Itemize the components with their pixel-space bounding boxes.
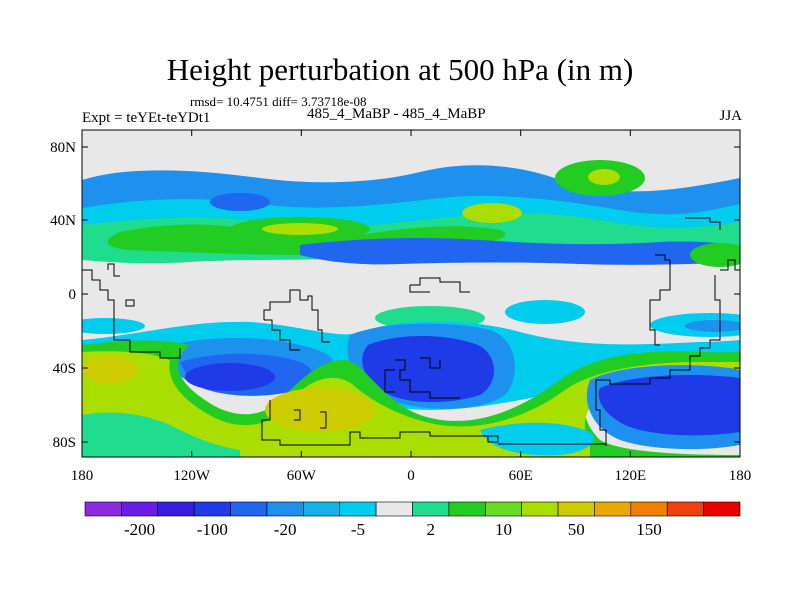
max-yellowgreen-nh-1 bbox=[588, 169, 620, 185]
contour-south-cyan-strip bbox=[480, 422, 594, 456]
coastline-outlines bbox=[82, 217, 740, 446]
lat-tick-label: 40S bbox=[53, 361, 76, 377]
colorbar-label: 50 bbox=[568, 520, 585, 539]
contour-east-darkblue bbox=[598, 375, 740, 436]
colorbar-swatch bbox=[266, 501, 304, 517]
colorbar-label: -20 bbox=[274, 520, 297, 539]
max-yellowgreen-nh-3 bbox=[262, 223, 338, 235]
lon-tick-label: 0 bbox=[407, 468, 415, 484]
contour-band-north-5 bbox=[300, 237, 740, 265]
colorbar: -200 -100 -20 -5 2 10 50 150 bbox=[84, 501, 741, 539]
rmsd-diff-label: rmsd= 10.4751 diff= 3.73718e-08 bbox=[190, 94, 367, 109]
latitude-axis: 80N 40N 0 40S 80S bbox=[50, 140, 740, 451]
case-comparison-label: 485_4_MaBP - 485_4_MaBP bbox=[307, 106, 486, 122]
lon-tick-label: 180 bbox=[71, 468, 94, 484]
eq-band-blue-east bbox=[685, 320, 740, 332]
plot-title: Height perturbation at 500 hPa (in m) bbox=[166, 52, 634, 87]
lon-tick-label: 60W bbox=[287, 468, 317, 484]
colorbar-swatch bbox=[666, 501, 704, 517]
eq-band-blue bbox=[505, 300, 585, 324]
longitude-axis: 180 120W 60W 0 60E 120E 180 bbox=[71, 130, 752, 484]
season-label: JJA bbox=[719, 108, 742, 124]
colorbar-swatch bbox=[193, 501, 231, 517]
max-olive-sh-1 bbox=[82, 356, 138, 384]
colorbar-label: 2 bbox=[426, 520, 435, 539]
colorbar-label: 150 bbox=[636, 520, 662, 539]
colorbar-swatch bbox=[303, 501, 341, 517]
colorbar-swatch bbox=[484, 501, 522, 517]
lat-tick-label: 0 bbox=[69, 287, 77, 303]
lat-tick-label: 80S bbox=[53, 435, 76, 451]
lat-tick-label: 40N bbox=[50, 213, 76, 229]
colorbar-swatch bbox=[375, 501, 413, 517]
max-yellowgreen-nh-2 bbox=[462, 203, 522, 223]
lon-tick-label: 120E bbox=[614, 468, 646, 484]
colorbar-swatch bbox=[594, 501, 632, 517]
min-darkblue-sh-1 bbox=[185, 363, 275, 391]
colorbar-swatch bbox=[121, 501, 159, 517]
colorbar-label: -200 bbox=[124, 520, 155, 539]
min-blue-nh-1 bbox=[210, 193, 270, 211]
colorbar-swatch bbox=[448, 501, 486, 517]
lon-tick-label: 120W bbox=[173, 468, 211, 484]
lat-tick-label: 80N bbox=[50, 140, 76, 156]
experiment-label: Expt = teYEt-teYDt1 bbox=[82, 110, 211, 126]
colorbar-label: -5 bbox=[351, 520, 365, 539]
colorbar-swatch bbox=[230, 501, 268, 517]
colorbar-swatch bbox=[557, 501, 595, 517]
colorbar-swatch bbox=[339, 501, 377, 517]
lon-tick-label: 60E bbox=[509, 468, 533, 484]
colorbar-swatch bbox=[412, 501, 450, 517]
contour-south-teal-strip bbox=[82, 412, 240, 457]
colorbar-label: 10 bbox=[495, 520, 512, 539]
max-green-nh-3 bbox=[690, 243, 740, 267]
colorbar-swatch bbox=[521, 501, 559, 517]
colorbar-swatch bbox=[703, 501, 741, 517]
eq-band-cyan-west bbox=[82, 318, 145, 334]
contour-center-darkblue bbox=[362, 335, 494, 403]
colorbar-swatch bbox=[157, 501, 195, 517]
colorbar-swatch bbox=[630, 501, 668, 517]
colorbar-swatch bbox=[84, 501, 122, 517]
colorbar-label: -100 bbox=[197, 520, 228, 539]
max-olive-sh-2 bbox=[265, 388, 375, 432]
contour-field bbox=[82, 130, 740, 457]
lon-tick-label: 180 bbox=[729, 468, 752, 484]
